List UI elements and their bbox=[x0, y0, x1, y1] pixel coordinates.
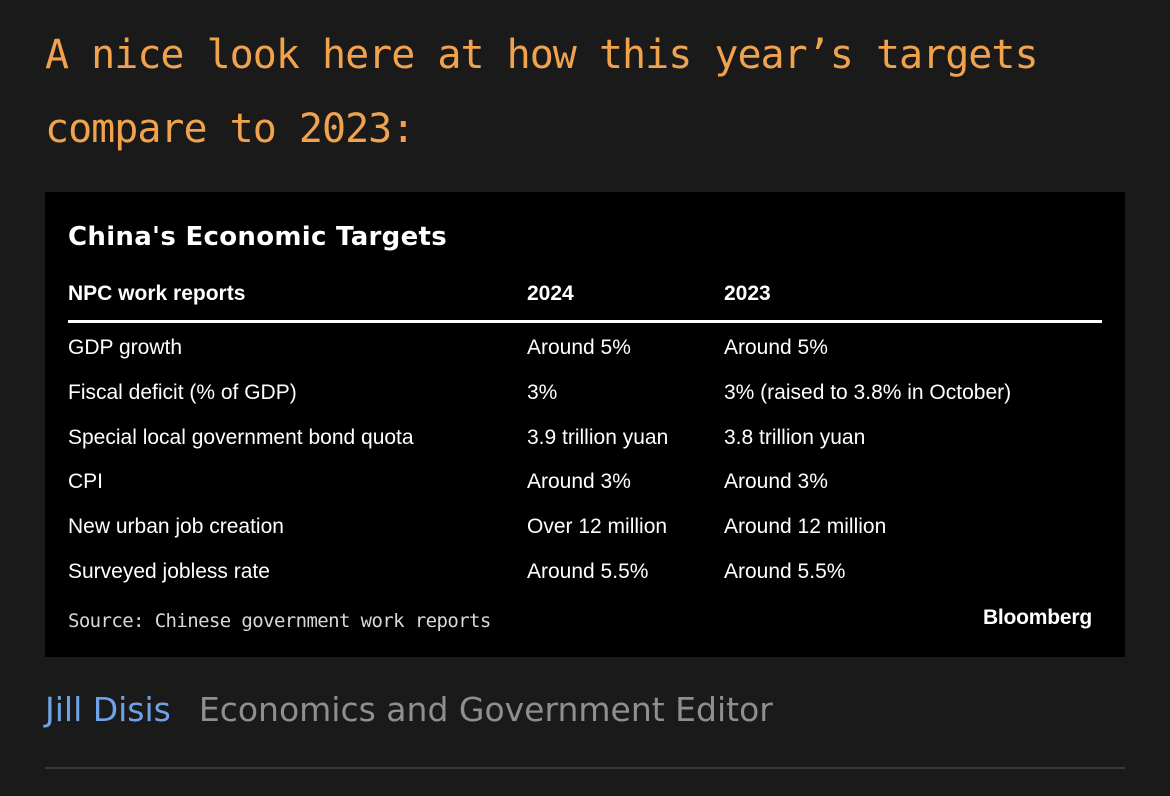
table-row: New urban job creation Over 12 million A… bbox=[68, 502, 1102, 547]
row-label: GDP growth bbox=[68, 336, 182, 359]
author-name-link[interactable]: Jill Disis bbox=[45, 690, 171, 729]
source-note: Source: Chinese government work reports bbox=[68, 610, 491, 632]
row-label: Surveyed jobless rate bbox=[68, 559, 270, 583]
post-headline: A nice look here at how this year’s targ… bbox=[45, 32, 1039, 152]
table-row: Fiscal deficit (% of GDP) 3% 3% (raised … bbox=[68, 368, 1102, 413]
targets-table: NPC work reports 2024 2023 GDP growth Ar… bbox=[68, 278, 1102, 592]
header-2023: 2023 bbox=[724, 282, 771, 305]
value-2024: 3% bbox=[527, 380, 558, 404]
economic-targets-image[interactable]: China's Economic Targets NPC work report… bbox=[45, 192, 1125, 657]
header-npc-work-reports: NPC work reports bbox=[68, 282, 246, 305]
value-2024: Around 5% bbox=[527, 336, 631, 359]
value-2023: Around 3% bbox=[724, 470, 828, 494]
author-role: Economics and Government Editor bbox=[198, 690, 773, 729]
value-2023: Around 12 million bbox=[724, 515, 887, 539]
row-label: Special local government bond quota bbox=[68, 425, 414, 449]
row-label: New urban job creation bbox=[68, 515, 284, 539]
table-header-row: NPC work reports 2024 2023 bbox=[68, 278, 1102, 323]
table-row: Special local government bond quota 3.9 … bbox=[68, 413, 1102, 458]
row-label: CPI bbox=[68, 470, 104, 494]
card-title: China's Economic Targets bbox=[68, 222, 448, 252]
value-2023: 3% (raised to 3.8% in October) bbox=[724, 380, 1012, 404]
row-label: Fiscal deficit (% of GDP) bbox=[68, 380, 297, 404]
value-2024: Over 12 million bbox=[527, 515, 668, 539]
header-2024: 2024 bbox=[527, 282, 574, 305]
value-2023: 3.8 trillion yuan bbox=[724, 425, 866, 449]
table-row: CPI Around 3% Around 3% bbox=[68, 457, 1102, 502]
value-2024: 3.9 trillion yuan bbox=[527, 425, 669, 449]
table-row: GDP growth Around 5% Around 5% bbox=[68, 323, 1102, 368]
value-2023: Around 5% bbox=[724, 336, 828, 359]
value-2024: Around 3% bbox=[527, 470, 631, 494]
author-byline: Jill Disis Economics and Government Edito… bbox=[45, 690, 773, 729]
value-2024: Around 5.5% bbox=[527, 559, 649, 583]
value-2023: Around 5.5% bbox=[724, 559, 846, 583]
bloomberg-logo: Bloomberg bbox=[982, 606, 1092, 629]
table-row: Surveyed jobless rate Around 5.5% Around… bbox=[68, 547, 1102, 592]
divider bbox=[45, 767, 1125, 769]
